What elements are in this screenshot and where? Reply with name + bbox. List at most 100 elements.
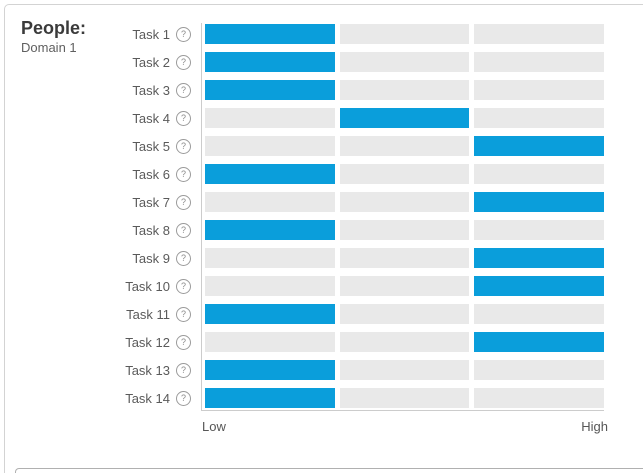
track-segment-low [205, 192, 335, 212]
task-label: Task 3 [132, 82, 170, 98]
track-segment-low [205, 108, 335, 128]
track-segment-high [474, 304, 605, 324]
task-row-label: Task 7? [5, 192, 193, 212]
track-segment-mid [339, 388, 470, 408]
x-axis-label-high: High [581, 419, 608, 434]
track-segment-low [205, 332, 335, 352]
help-icon[interactable]: ? [176, 138, 191, 154]
x-axis-labels: Low High [202, 419, 608, 434]
help-icon[interactable]: ? [176, 110, 191, 126]
task-labels-column: Task 1? Task 2? Task 3? Task 4? Task 5? Task … [5, 23, 193, 408]
panel-title: People: [21, 18, 87, 38]
help-icon[interactable]: ? [176, 250, 191, 266]
task-rating-chart: Task 1? Task 2? Task 3? Task 4? Task 5? Task … [5, 23, 605, 411]
help-icon[interactable]: ? [176, 306, 191, 322]
task-label: Task 6 [132, 166, 170, 182]
help-icon[interactable]: ? [176, 222, 191, 238]
task-row-label: Task 13? [5, 360, 193, 380]
help-icon[interactable]: ? [176, 82, 191, 98]
help-icon[interactable]: ? [176, 194, 191, 210]
track-segment-mid [339, 136, 470, 156]
track-segment-low [205, 80, 335, 100]
task-label: Task 4 [132, 110, 170, 126]
task-row-label: Task 2? [5, 52, 193, 72]
task-row-label: Task 4? [5, 108, 193, 128]
task-label: Task 7 [132, 194, 170, 210]
track-segment-low [205, 360, 335, 380]
task-rating-track [205, 108, 605, 128]
task-rating-track [205, 360, 605, 380]
track-segment-low [205, 248, 335, 268]
task-rating-track [205, 220, 605, 240]
track-segment-mid [339, 24, 470, 44]
track-segment-low [205, 164, 335, 184]
task-row-label: Task 9? [5, 248, 193, 268]
task-label: Task 9 [132, 250, 170, 266]
task-label: Task 11 [126, 306, 170, 322]
track-segment-high [474, 164, 605, 184]
help-icon[interactable]: ? [176, 26, 191, 42]
task-label: Task 13 [125, 362, 170, 378]
task-row-label: Task 8? [5, 220, 193, 240]
help-icon[interactable]: ? [176, 334, 191, 350]
task-row-label: Task 12? [5, 332, 193, 352]
track-segment-low [205, 24, 335, 44]
track-segment-low [205, 220, 335, 240]
track-segment-high [474, 108, 605, 128]
help-icon[interactable]: ? [176, 390, 191, 406]
track-segment-mid [339, 192, 470, 212]
track-segment-high [474, 276, 605, 296]
track-segment-high [474, 248, 605, 268]
track-segment-mid [339, 164, 470, 184]
track-segment-mid [339, 248, 470, 268]
track-segment-mid [339, 332, 470, 352]
task-row-label: Task 6? [5, 164, 193, 184]
task-label: Task 12 [125, 334, 170, 350]
task-rating-track [205, 276, 605, 296]
track-segment-high [474, 24, 605, 44]
help-icon[interactable]: ? [176, 278, 191, 294]
task-label: Task 14 [125, 390, 170, 406]
next-panel-top-edge [15, 468, 643, 473]
task-rating-track [205, 24, 605, 44]
track-segment-low [205, 304, 335, 324]
task-row-label: Task 10? [5, 276, 193, 296]
task-row-label: Task 5? [5, 136, 193, 156]
track-segment-mid [339, 52, 470, 72]
task-label: Task 2 [132, 54, 170, 70]
task-row-label: Task 14? [5, 388, 193, 408]
track-segment-high [474, 360, 605, 380]
help-icon[interactable]: ? [176, 362, 191, 378]
task-row-label: Task 3? [5, 80, 193, 100]
task-rating-track [205, 52, 605, 72]
track-segment-mid [339, 360, 470, 380]
help-icon[interactable]: ? [176, 54, 191, 70]
task-label: Task 1 [132, 26, 170, 42]
task-label: Task 10 [125, 278, 170, 294]
track-segment-high [474, 332, 605, 352]
track-segment-high [474, 192, 605, 212]
track-segment-high [474, 136, 605, 156]
track-segment-high [474, 388, 605, 408]
track-segment-mid [339, 108, 470, 128]
task-row-label: Task 1? [5, 24, 193, 44]
track-segment-high [474, 80, 605, 100]
panel-subtitle: Domain 1 [21, 40, 77, 55]
track-segment-high [474, 220, 605, 240]
help-icon[interactable]: ? [176, 166, 191, 182]
track-segment-mid [339, 276, 470, 296]
track-segment-low [205, 388, 335, 408]
task-label: Task 5 [132, 138, 170, 154]
task-rating-track [205, 332, 605, 352]
task-rating-track [205, 136, 605, 156]
track-segment-low [205, 52, 335, 72]
panel-header: People: Domain 1 [21, 17, 86, 56]
task-rating-track [205, 388, 605, 408]
task-rating-track [205, 192, 605, 212]
task-rating-track [205, 304, 605, 324]
track-segment-mid [339, 80, 470, 100]
people-domain-panel: People: Domain 1 Task 1? Task 2? Task 3? Ta… [4, 4, 643, 473]
track-segment-low [205, 276, 335, 296]
track-segment-high [474, 52, 605, 72]
task-rating-track [205, 80, 605, 100]
